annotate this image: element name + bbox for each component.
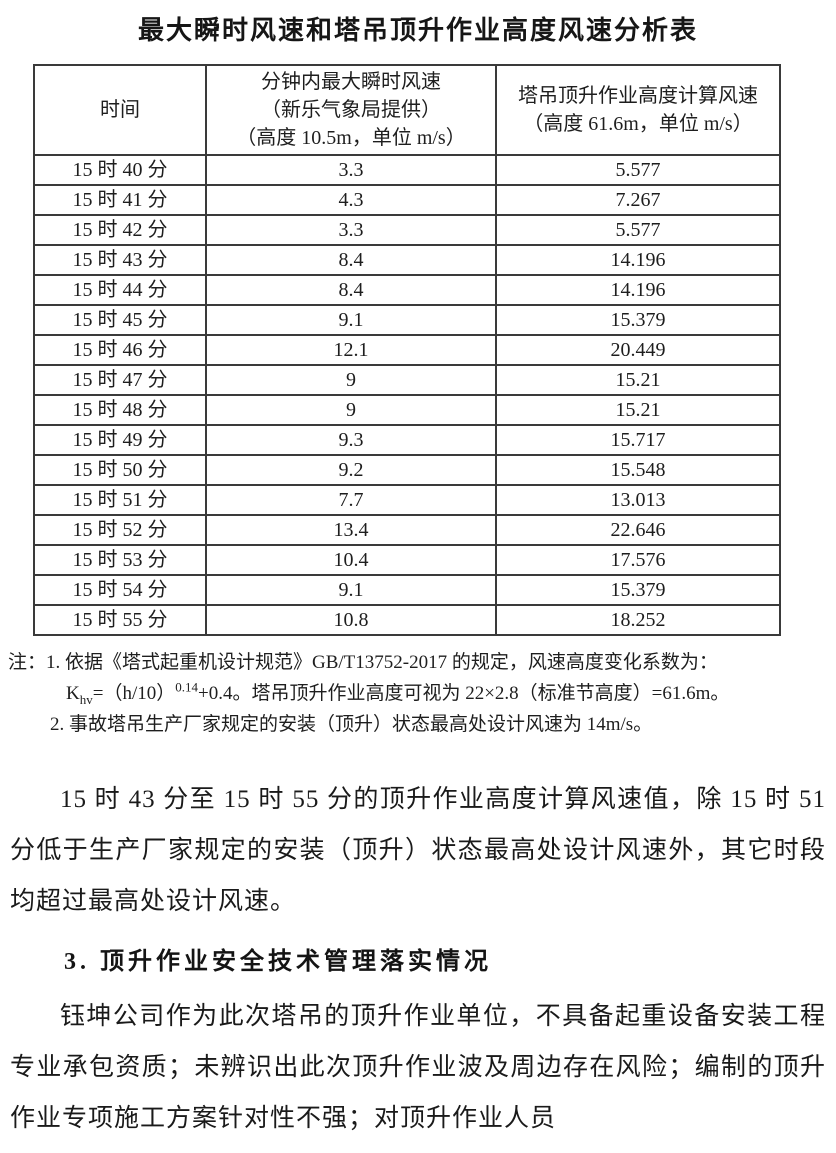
- calc-wind-cell: 20.449: [495, 334, 781, 366]
- instant-wind-cell: 8.4: [205, 274, 497, 306]
- calc-wind-cell: 7.267: [495, 184, 781, 216]
- note-1-lead: 注：1. 依据《塔式起重机设计规范》GB/T13752-2017 的规定，风速高…: [8, 652, 718, 673]
- time-cell: 15 时 55 分: [33, 604, 207, 636]
- time-cell: 15 时 44 分: [33, 274, 207, 306]
- calc-wind-cell: 18.252: [495, 604, 781, 636]
- instant-wind-cell: 10.8: [205, 604, 497, 636]
- table-row: 15 时 42 分 3.3 5.577: [33, 214, 781, 246]
- time-cell: 15 时 50 分: [33, 454, 207, 486]
- formula-rest: +0.4。塔吊顶升作业高度可视为 22×2.8（标准节高度）=61.6m。: [197, 683, 730, 704]
- header-instant-line3: （高度 10.5m，单位 m/s）: [236, 127, 466, 149]
- instant-wind-cell: 12.1: [205, 334, 497, 366]
- instant-wind-cell: 13.4: [205, 514, 497, 546]
- calc-wind-cell: 13.013: [495, 484, 781, 516]
- time-cell: 15 时 43 分: [33, 244, 207, 276]
- header-cell-time: 时间: [33, 64, 207, 156]
- time-cell: 15 时 53 分: [33, 544, 207, 576]
- calc-wind-cell: 15.21: [495, 364, 781, 396]
- time-cell: 15 时 41 分: [33, 184, 207, 216]
- wind-speed-table: 时间 分钟内最大瞬时风速 （新乐气象局提供） （高度 10.5m，单位 m/s）…: [33, 64, 781, 636]
- calc-wind-cell: 15.379: [495, 304, 781, 336]
- page-title: 最大瞬时风速和塔吊顶升作业高度风速分析表: [137, 15, 698, 45]
- calc-wind-cell: 15.717: [495, 424, 781, 456]
- time-cell: 15 时 51 分: [33, 484, 207, 516]
- instant-wind-cell: 9.1: [205, 574, 497, 606]
- instant-wind-cell: 7.7: [205, 484, 497, 516]
- formula-mid: =（h/10）: [92, 683, 176, 704]
- header-instant-line2: （新乐气象局提供）: [261, 99, 441, 121]
- table-row: 15 时 44 分 8.4 14.196: [33, 274, 781, 306]
- table-row: 15 时 52 分 13.4 22.646: [33, 514, 781, 546]
- calc-wind-cell: 5.577: [495, 154, 781, 186]
- instant-wind-cell: 9.2: [205, 454, 497, 486]
- time-cell: 15 时 54 分: [33, 574, 207, 606]
- formula-base: K: [66, 683, 80, 704]
- table-row: 15 时 43 分 8.4 14.196: [33, 244, 781, 276]
- header-cell-calc-wind: 塔吊顶升作业高度计算风速 （高度 61.6m，单位 m/s）: [495, 64, 781, 156]
- table-row: 15 时 55 分 10.8 18.252: [33, 604, 781, 636]
- note-2: 2. 事故塔吊生产厂家规定的安装（顶升）状态最高处设计风速为 14m/s。: [50, 714, 653, 735]
- table-row: 15 时 54 分 9.1 15.379: [33, 574, 781, 606]
- table-row: 15 时 53 分 10.4 17.576: [33, 544, 781, 576]
- header-instant-line1: 分钟内最大瞬时风速: [261, 71, 441, 93]
- table-row: 15 时 40 分 3.3 5.577: [33, 154, 781, 186]
- yukun-paragraph: 钰坤公司作为此次塔吊的顶升作业单位，不具备起重设备安装工程专业承包资质；未辨识出…: [10, 1003, 826, 1132]
- instant-wind-cell: 3.3: [205, 214, 497, 246]
- time-cell: 15 时 49 分: [33, 424, 207, 456]
- instant-wind-cell: 9.1: [205, 304, 497, 336]
- table-row: 15 时 41 分 4.3 7.267: [33, 184, 781, 216]
- time-cell: 15 时 40 分: [33, 154, 207, 186]
- table-row: 15 时 45 分 9.1 15.379: [33, 304, 781, 336]
- time-cell: 15 时 52 分: [33, 514, 207, 546]
- header-calc-line2: （高度 61.6m，单位 m/s）: [523, 113, 753, 135]
- instant-wind-cell: 10.4: [205, 544, 497, 576]
- table-row: 15 时 48 分 9 15.21: [33, 394, 781, 426]
- instant-wind-cell: 4.3: [205, 184, 497, 216]
- table-header-row: 时间 分钟内最大瞬时风速 （新乐气象局提供） （高度 10.5m，单位 m/s）…: [33, 64, 781, 156]
- table-row: 15 时 46 分 12.1 20.449: [33, 334, 781, 366]
- calc-wind-cell: 17.576: [495, 544, 781, 576]
- time-cell: 15 时 46 分: [33, 334, 207, 366]
- instant-wind-cell: 3.3: [205, 154, 497, 186]
- calc-wind-cell: 5.577: [495, 214, 781, 246]
- time-cell: 15 时 42 分: [33, 214, 207, 246]
- instant-wind-cell: 9: [205, 394, 497, 426]
- instant-wind-cell: 8.4: [205, 244, 497, 276]
- table-row: 15 时 47 分 9 15.21: [33, 364, 781, 396]
- instant-wind-cell: 9.3: [205, 424, 497, 456]
- table-row: 15 时 49 分 9.3 15.717: [33, 424, 781, 456]
- calc-wind-cell: 15.21: [495, 394, 781, 426]
- notes-block: 注：1. 依据《塔式起重机设计规范》GB/T13752-2017 的规定，风速高…: [0, 647, 836, 740]
- instant-wind-cell: 9: [205, 364, 497, 396]
- calc-wind-cell: 14.196: [495, 274, 781, 306]
- header-cell-instant-wind: 分钟内最大瞬时风速 （新乐气象局提供） （高度 10.5m，单位 m/s）: [205, 64, 497, 156]
- note-1-formula: Khv=（h/10）0.14+0.4。塔吊顶升作业高度可视为 22×2.8（标准…: [8, 678, 836, 709]
- time-cell: 15 时 48 分: [33, 394, 207, 426]
- header-time-label: 时间: [100, 99, 140, 121]
- table-row: 15 时 51 分 7.7 13.013: [33, 484, 781, 516]
- calc-wind-cell: 15.379: [495, 574, 781, 606]
- calc-wind-cell: 22.646: [495, 514, 781, 546]
- calc-wind-cell: 14.196: [495, 244, 781, 276]
- time-cell: 15 时 45 分: [33, 304, 207, 336]
- section-3-heading: 3. 顶升作业安全技术管理落实情况: [64, 949, 492, 975]
- formula-exponent: 0.14: [175, 679, 198, 695]
- formula-subscript: hv: [79, 691, 93, 707]
- header-calc-line1: 塔吊顶升作业高度计算风速: [518, 85, 758, 107]
- analysis-paragraph: 15 时 43 分至 15 时 55 分的顶升作业高度计算风速值，除 15 时 …: [10, 786, 826, 915]
- table-row: 15 时 50 分 9.2 15.548: [33, 454, 781, 486]
- time-cell: 15 时 47 分: [33, 364, 207, 396]
- calc-wind-cell: 15.548: [495, 454, 781, 486]
